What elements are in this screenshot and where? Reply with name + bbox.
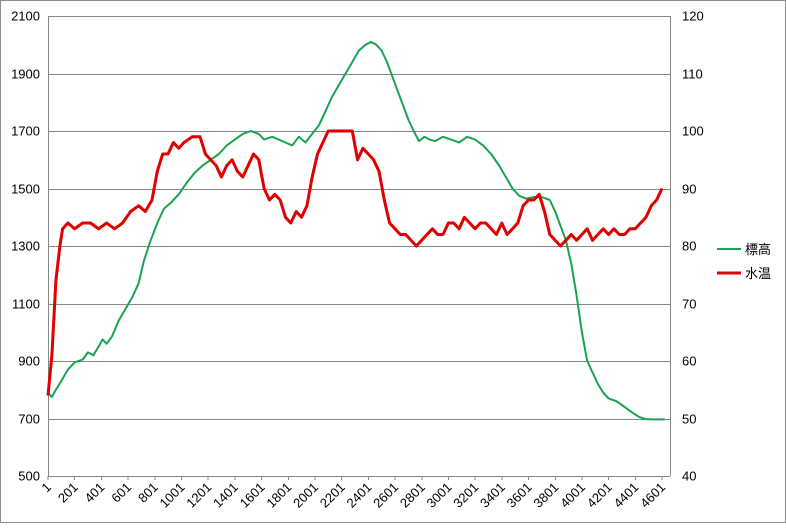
- x-tick-label: 201: [55, 480, 81, 506]
- right-y-tick-label: 80: [682, 239, 696, 254]
- legend-label: 標高: [745, 242, 771, 257]
- left-y-tick-label: 2100: [11, 9, 40, 24]
- x-tick-label: 2201: [317, 480, 348, 511]
- left-y-tick-label: 1900: [11, 67, 40, 82]
- right-y-tick-label: 90: [682, 182, 696, 197]
- right-y-tick-label: 100: [682, 124, 704, 139]
- x-tick-label: 4201: [584, 480, 615, 511]
- left-y-tick-label: 1300: [11, 239, 40, 254]
- x-tick-label: 3001: [424, 480, 455, 511]
- left-y-tick-label: 1500: [11, 182, 40, 197]
- axes: [48, 16, 671, 477]
- x-axis-ticks: 1 201 401 601 801100112011401160118012001220…: [38, 476, 668, 511]
- x-tick-label: 4601: [637, 480, 668, 511]
- x-tick-label: 3401: [477, 480, 508, 511]
- right-y-tick-label: 120: [682, 9, 704, 24]
- x-tick-label: 3201: [450, 480, 481, 511]
- x-tick-label: 4401: [610, 480, 641, 511]
- right-y-tick-label: 50: [682, 412, 696, 427]
- right-y-tick-label: 70: [682, 297, 696, 312]
- left-y-tick-label: 500: [18, 469, 40, 484]
- x-tick-label: 1001: [157, 480, 188, 511]
- x-tick-label: 1801: [263, 480, 294, 511]
- x-tick-label: 1601: [237, 480, 268, 511]
- x-tick-label: 2401: [343, 480, 374, 511]
- x-tick-label: 1201: [183, 480, 214, 511]
- right-y-tick-label: 110: [682, 67, 703, 82]
- x-tick-label: 601: [108, 480, 134, 506]
- legend-label: 水温: [745, 266, 771, 281]
- x-tick-label: 2801: [397, 480, 428, 511]
- series-line-1: [47, 40, 665, 421]
- x-tick-label: 1401: [210, 480, 241, 511]
- right-y-axis-ticks: 40 50 60 70 80 90 100 110 120: [682, 9, 704, 484]
- x-tick-label: 401: [82, 480, 108, 506]
- left-y-axis-ticks: 500 700 900 1100 1300 1500 1700 1900 2100: [11, 9, 40, 484]
- left-y-tick-label: 1100: [12, 297, 40, 312]
- gridlines: [48, 16, 670, 477]
- left-y-tick-label: 900: [18, 354, 40, 369]
- right-y-tick-label: 60: [682, 354, 696, 369]
- x-tick-label: 4001: [557, 480, 588, 511]
- x-tick-label: 2001: [290, 480, 321, 511]
- series-lines: [46, 40, 665, 421]
- x-tick-label: 3601: [504, 480, 535, 511]
- right-y-tick-label: 40: [682, 469, 696, 484]
- x-tick-label: 2601: [370, 480, 401, 511]
- x-tick-label: 1: [38, 480, 54, 496]
- left-y-tick-label: 700: [18, 412, 40, 427]
- left-y-tick-label: 1700: [11, 124, 40, 139]
- series-line-2: [46, 129, 664, 396]
- x-tick-label: 3801: [530, 480, 561, 511]
